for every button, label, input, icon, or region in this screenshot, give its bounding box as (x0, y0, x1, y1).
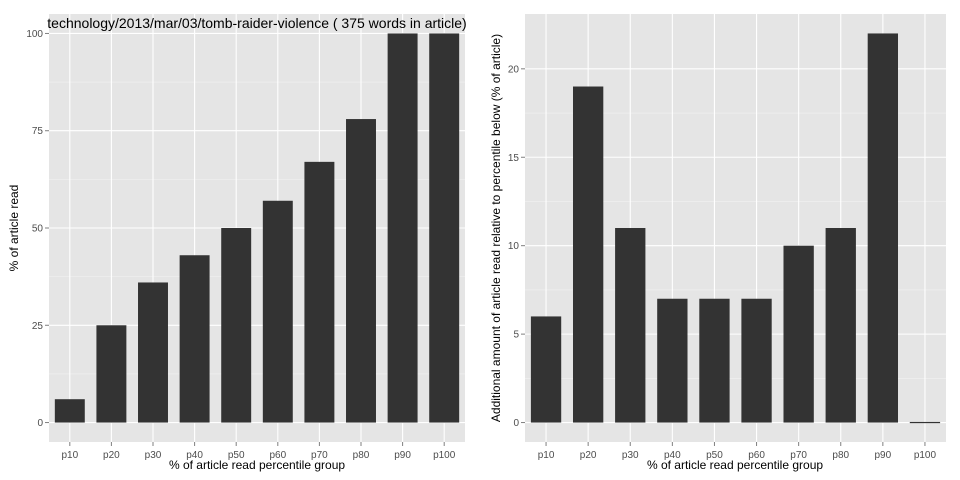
bar-p100 (429, 33, 460, 423)
y-tick-label: 15 (508, 153, 520, 164)
chart-title: technology/2013/mar/03/tomb-raider-viole… (47, 15, 466, 31)
bar-p100 (909, 421, 941, 424)
bar-p60 (262, 200, 293, 423)
chart-panel-1: 0 25 50 75 100 p10 p20 p30 p40 p50 p60 p70 p80 p90 p10… (7, 14, 467, 472)
x-tick-label: p30 (145, 450, 162, 461)
x-tick-label: p60 (748, 450, 765, 461)
y-tick-label: 10 (508, 241, 520, 252)
bar-p30 (615, 228, 646, 423)
y-tick-label: 25 (32, 321, 44, 332)
bar-p40 (657, 298, 688, 423)
bar-p80 (825, 228, 856, 423)
y-tick-label: 0 (37, 418, 43, 429)
x-tick-label: p20 (103, 450, 120, 461)
bar-p60 (741, 298, 772, 423)
bar-p10 (54, 399, 85, 423)
x-tick-label: p100 (433, 450, 456, 461)
y-tick-label: 20 (508, 64, 520, 75)
x-tick-label: p90 (394, 450, 411, 461)
x-axis-title: % of article read percentile group (169, 458, 345, 472)
x-tick-label: p40 (186, 450, 203, 461)
y-tick-label: 0 (513, 418, 519, 429)
bar-p40 (179, 255, 210, 423)
x-tick-label: p50 (706, 450, 723, 461)
x-tick-label: p70 (311, 450, 328, 461)
y-tick-label: 100 (26, 29, 43, 40)
x-tick-label: p50 (228, 450, 245, 461)
x-tick-label: p60 (269, 450, 286, 461)
x-tick-label: p40 (664, 450, 681, 461)
x-tick-label: p70 (790, 450, 807, 461)
chart-panel-2: 0 5 10 15 20 p10 p20 p30 p40 p50 p60 p70 p80 p90 p100%… (489, 14, 946, 472)
bar-p70 (783, 245, 814, 423)
bar-p80 (346, 119, 376, 423)
bar-p70 (304, 161, 335, 423)
bar-p50 (699, 298, 730, 423)
x-axis-title: % of article read percentile group (647, 458, 823, 472)
y-tick-label: 50 (32, 224, 44, 235)
x-tick-label: p80 (832, 450, 849, 461)
x-tick-label: p10 (61, 450, 78, 461)
bar-p30 (138, 282, 168, 423)
x-tick-label: p80 (353, 450, 370, 461)
bar-p20 (96, 325, 127, 423)
bar-p20 (572, 86, 604, 423)
x-tick-label: p30 (622, 450, 639, 461)
y-tick-label: 5 (513, 330, 519, 341)
bar-p90 (387, 33, 418, 423)
x-tick-label: p20 (580, 450, 597, 461)
x-tick-label: p10 (538, 450, 555, 461)
x-tick-label: p90 (875, 450, 892, 461)
y-tick-label: 75 (32, 126, 44, 137)
bar-p10 (530, 316, 562, 423)
bar-p50 (221, 228, 252, 423)
y-axis-title: % of article read (7, 185, 21, 272)
y-axis-title: Additional amount of article read relati… (489, 34, 503, 422)
x-tick-label: p100 (914, 450, 937, 461)
bar-p90 (867, 33, 899, 423)
